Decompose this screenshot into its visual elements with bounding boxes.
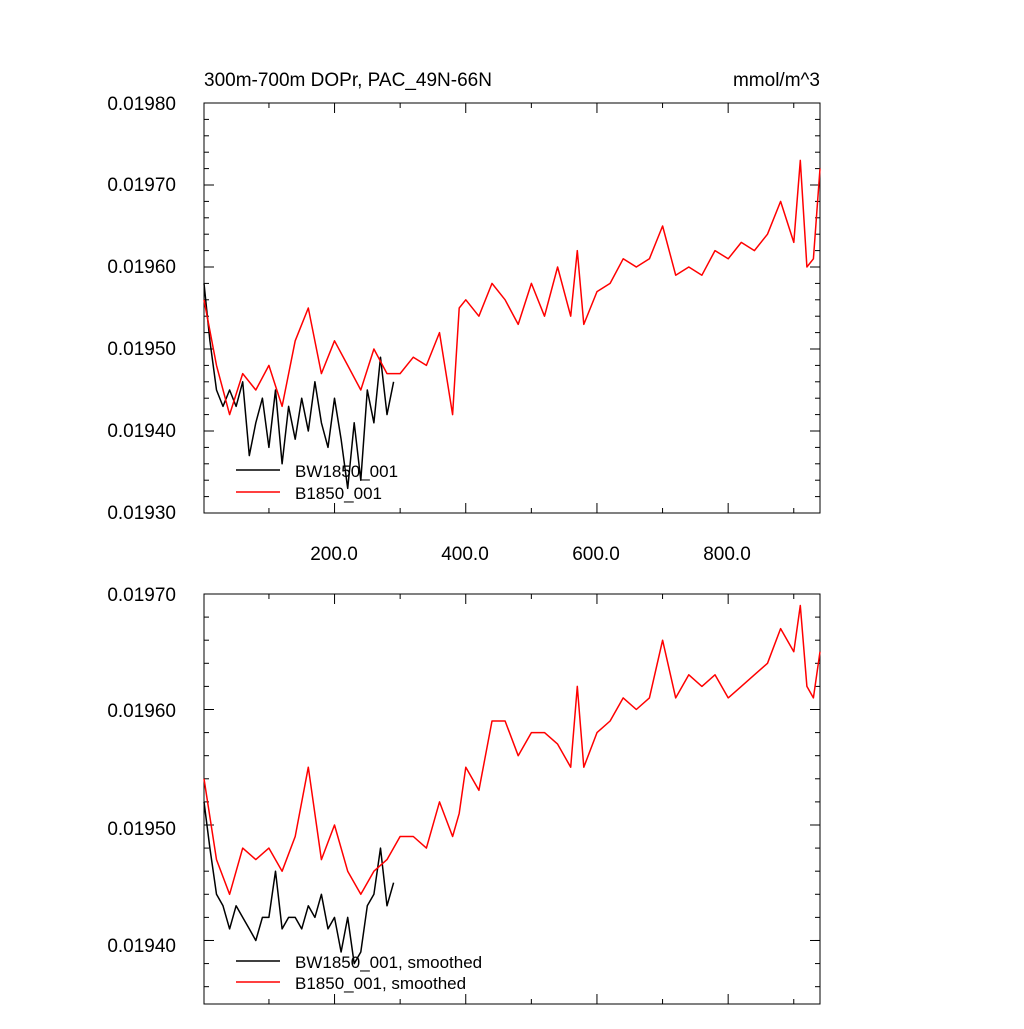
panel-top-title-right: mmol/m^3: [733, 70, 820, 91]
panel-top-xtick-label: 800.0: [703, 544, 751, 565]
panel-bottom-ticks: [204, 593, 820, 1004]
panel-top-ytick-label: 0.01950: [107, 339, 176, 360]
panel-top: 300m-700m DOPr, PAC_49N-66N mmol/m^3 0.0…: [107, 70, 821, 565]
panel-bottom-ytick-label: 0.01960: [107, 701, 176, 722]
legend-label-bw1850-smoothed: BW1850_001, smoothed: [295, 953, 482, 972]
panel-bottom-series-line-b1850-001-smoothed: [203, 604, 821, 896]
panel-top-ytick-label: 0.01970: [107, 175, 176, 196]
panel-top-xtick-label: 600.0: [572, 544, 620, 565]
panel-top-ytick-label: 0.01980: [107, 94, 176, 115]
panel-top-series-line-bw1850-001: [203, 283, 395, 490]
panel-top-ytick-label: 0.01930: [107, 503, 176, 524]
panel-bottom-frame: [203, 593, 821, 1005]
panel-bottom-series-line-bw1850-001-smoothed: [203, 801, 395, 965]
panel-top-xtick-label: 400.0: [441, 544, 489, 565]
panel-bottom-ytick-label: 0.01950: [107, 819, 176, 840]
panel-bottom-legend: BW1850_001, smoothed B1850_001, smoothed: [236, 953, 482, 993]
legend-label-bw1850: BW1850_001: [295, 462, 398, 481]
panel-top-ytick-label: 0.01960: [107, 257, 176, 278]
panel-top-series: [203, 159, 821, 490]
panel-top-xtick-label: 200.0: [310, 544, 358, 565]
panel-top-legend: BW1850_001 B1850_001: [236, 462, 398, 503]
panel-top-frame: [203, 102, 821, 514]
panel-top-ticks: [204, 102, 820, 514]
legend-label-b1850: B1850_001: [295, 484, 382, 503]
panel-bottom: 0.01940 0.01950 0.01960 0.01970 BW1850_0…: [107, 585, 821, 1005]
legend-label-b1850-smoothed: B1850_001, smoothed: [295, 974, 466, 993]
panel-bottom-ytick-label: 0.01970: [107, 585, 176, 606]
panel-top-title-left: 300m-700m DOPr, PAC_49N-66N: [204, 70, 492, 91]
panel-top-series-line-b1850-001: [203, 159, 821, 416]
panel-bottom-ytick-label: 0.01940: [107, 936, 176, 957]
panel-bottom-series: [203, 604, 821, 965]
panel-top-ytick-label: 0.01940: [107, 421, 176, 442]
